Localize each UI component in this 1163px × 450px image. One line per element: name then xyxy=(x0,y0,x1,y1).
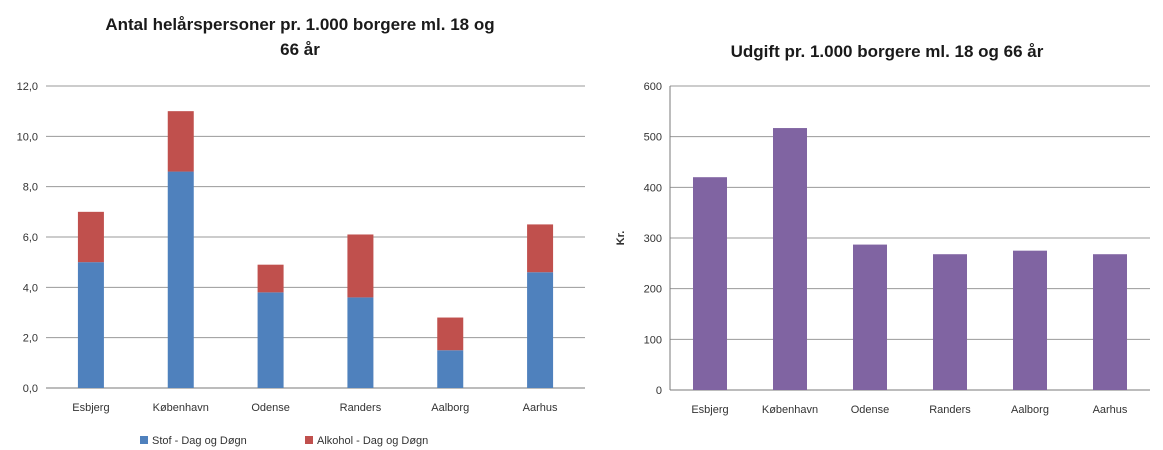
x-tick-label: Odense xyxy=(851,404,890,416)
chart-right-category-labels: Esbjerg København Odense Randers Aalborg Aarh… xyxy=(691,404,1128,416)
bar-aalborg xyxy=(1013,250,1047,390)
x-tick-label: Randers xyxy=(929,404,971,416)
x-tick-label: Aalborg xyxy=(431,402,469,414)
y-tick-label: 6,0 xyxy=(23,232,38,244)
y-tick-label: 100 xyxy=(644,334,662,346)
bar-esbjerg-series-1 xyxy=(77,211,104,263)
chart-left: Antal helårspersoner pr. 1.000 borgere m… xyxy=(17,15,585,447)
x-tick-label: København xyxy=(762,404,818,416)
y-tick-label: 300 xyxy=(644,233,662,245)
bar-aarhus xyxy=(1093,254,1127,390)
bar-odense-series-0 xyxy=(257,292,284,388)
bar-randers-series-1 xyxy=(347,234,374,298)
chart-right-title: Udgift pr. 1.000 borgere ml. 18 og 66 år xyxy=(731,42,1044,61)
chart-left-title-line1: Antal helårspersoner pr. 1.000 borgere m… xyxy=(105,15,494,34)
bar-aalborg-series-1 xyxy=(437,317,464,351)
legend-label-alkohol: Alkohol - Dag og Døgn xyxy=(317,435,428,447)
x-tick-label: Odense xyxy=(251,402,290,414)
bar-odense xyxy=(853,244,887,390)
chart-left-bars xyxy=(77,111,554,388)
x-tick-label: Esbjerg xyxy=(691,404,728,416)
y-tick-label: 4,0 xyxy=(23,282,38,294)
y-tick-label: 600 xyxy=(644,81,662,93)
x-tick-label: Aarhus xyxy=(1093,404,1128,416)
bar-københavn-series-0 xyxy=(167,171,194,388)
bar-aarhus-series-1 xyxy=(527,224,554,273)
y-tick-label: 400 xyxy=(644,182,662,194)
chart-left-y-tick-labels: 0,0 2,0 4,0 6,0 8,0 10,0 12,0 xyxy=(17,81,38,395)
x-tick-label: Aalborg xyxy=(1011,404,1049,416)
chart-right-bars xyxy=(693,128,1127,390)
y-tick-label: 0 xyxy=(656,385,662,397)
chart-right: Udgift pr. 1.000 borgere ml. 18 og 66 år… xyxy=(615,42,1150,416)
y-tick-label: 10,0 xyxy=(17,131,38,143)
y-tick-label: 8,0 xyxy=(23,182,38,194)
y-tick-label: 200 xyxy=(644,284,662,296)
bar-aalborg-series-0 xyxy=(437,350,464,388)
chart-right-y-tick-labels: 0 100 200 300 400 500 600 xyxy=(644,81,662,397)
chart-left-title-line2: 66 år xyxy=(280,40,320,59)
x-tick-label: Aarhus xyxy=(523,402,558,414)
chart-left-legend: Stof - Dag og Døgn Alkohol - Dag og Døgn xyxy=(140,435,428,447)
y-tick-label: 0,0 xyxy=(23,383,38,395)
bar-esbjerg xyxy=(693,177,727,390)
chart-left-gridlines xyxy=(46,85,585,389)
y-tick-label: 2,0 xyxy=(23,333,38,345)
bar-københavn xyxy=(773,128,807,390)
x-tick-label: København xyxy=(153,402,209,414)
chart-right-gridlines xyxy=(669,85,1150,391)
bar-randers-series-0 xyxy=(347,297,374,388)
y-tick-label: 12,0 xyxy=(17,81,38,93)
bar-aarhus-series-0 xyxy=(527,272,554,388)
x-tick-label: Randers xyxy=(340,402,382,414)
y-tick-label: 500 xyxy=(644,132,662,144)
legend-label-stof: Stof - Dag og Døgn xyxy=(152,435,247,447)
legend-swatch-alkohol xyxy=(305,436,313,444)
bar-københavn-series-1 xyxy=(167,111,194,172)
bar-odense-series-1 xyxy=(257,264,284,293)
chart-right-y-axis-label: Kr. xyxy=(615,231,627,246)
x-tick-label: Esbjerg xyxy=(72,402,109,414)
bar-randers xyxy=(933,254,967,390)
chart-left-category-labels: Esbjerg København Odense Randers Aalborg Aarh… xyxy=(72,402,558,414)
bar-esbjerg-series-0 xyxy=(77,262,104,388)
legend-swatch-stof xyxy=(140,436,148,444)
